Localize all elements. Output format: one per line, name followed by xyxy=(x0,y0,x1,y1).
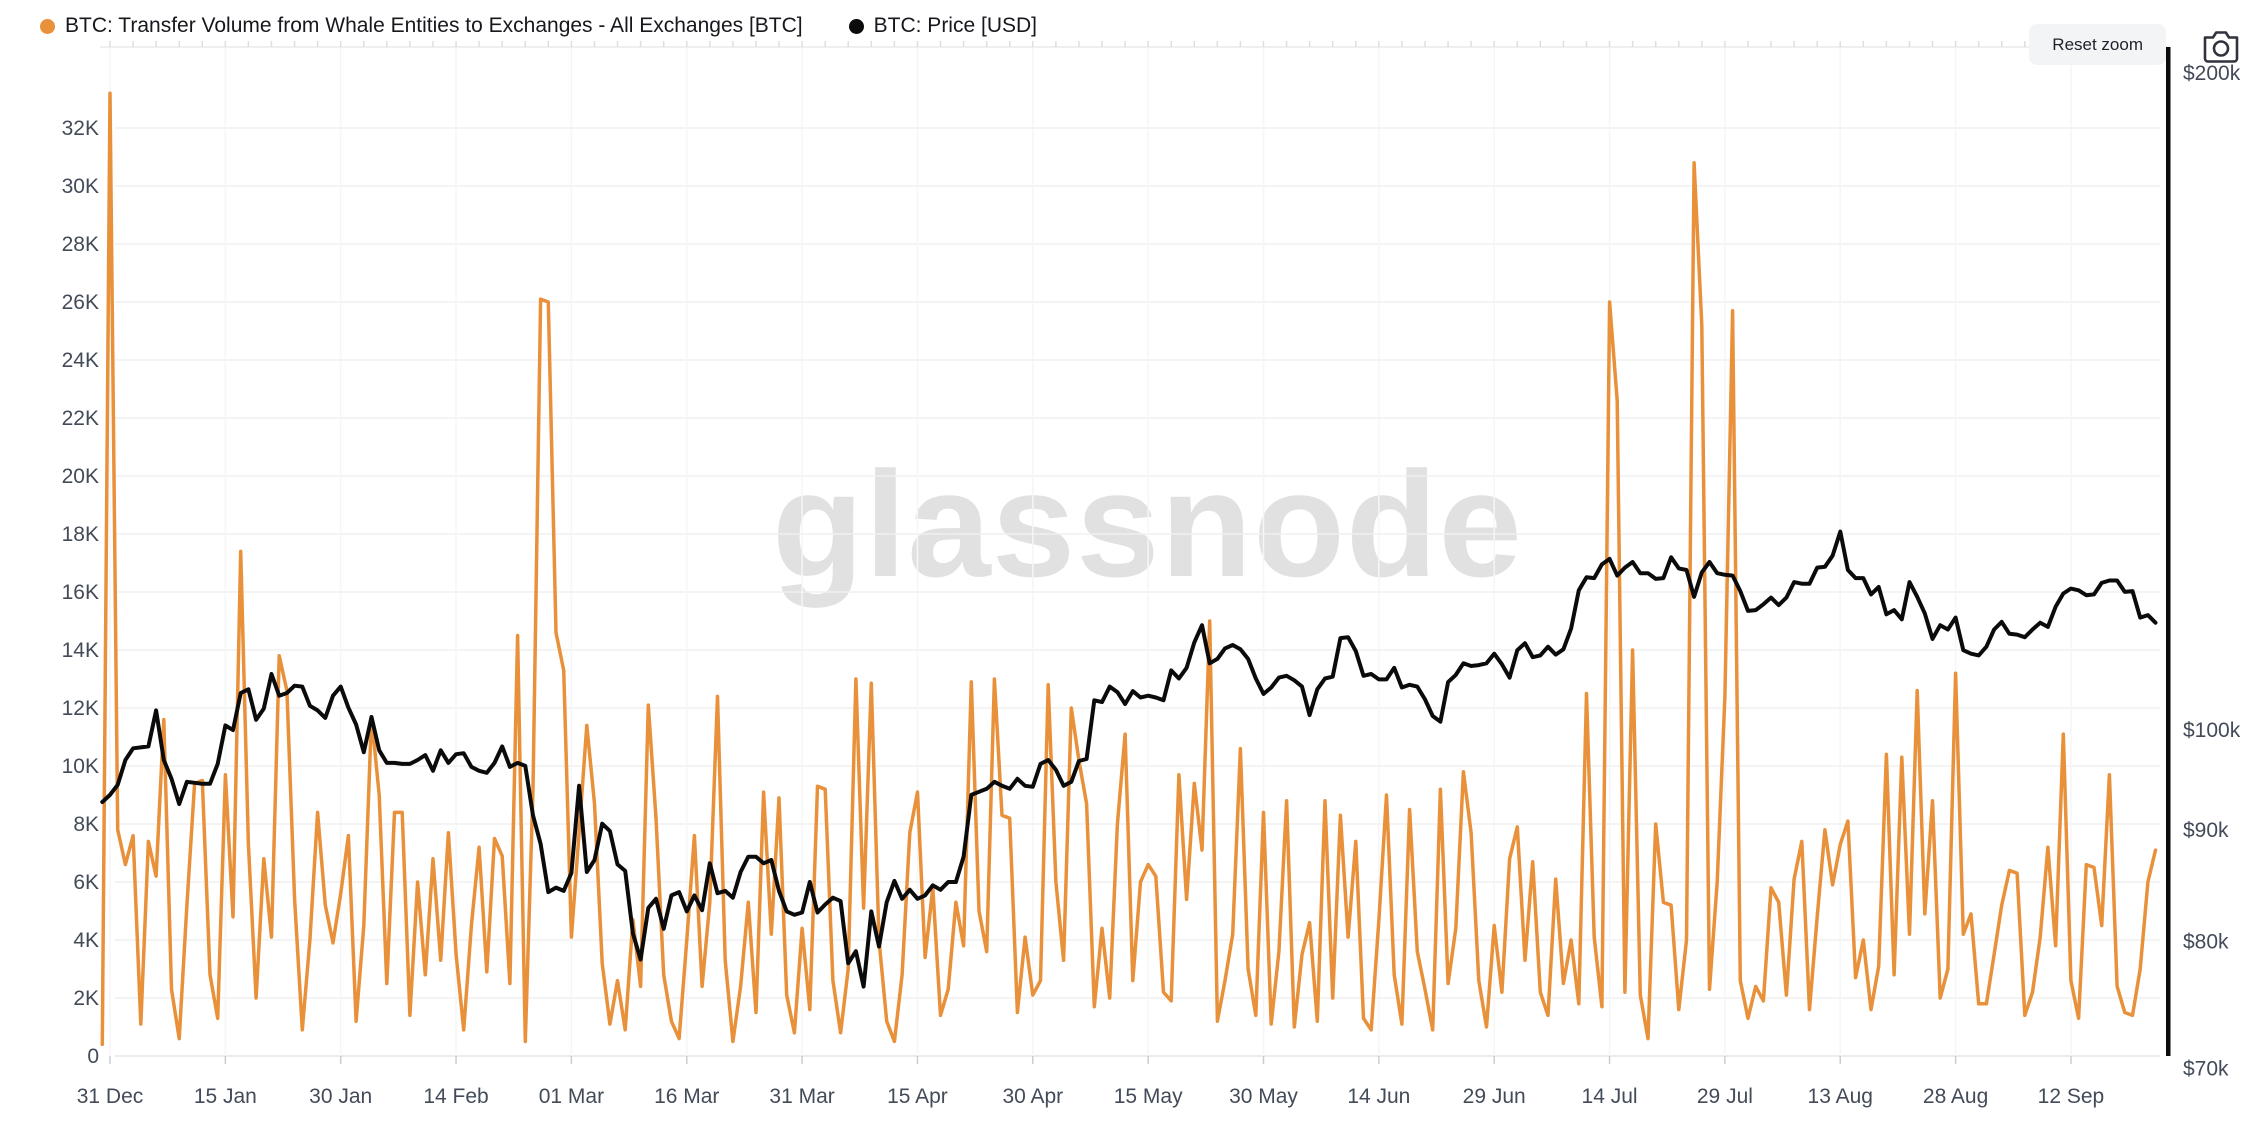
legend: BTC: Transfer Volume from Whale Entities… xyxy=(40,14,1037,38)
legend-item-btc-price[interactable]: BTC: Price [USD] xyxy=(848,14,1037,38)
x-axis-tick-label: 28 Aug xyxy=(1923,1085,1988,1108)
right-axis-tick-label: $90k xyxy=(2183,819,2229,842)
left-axis-tick-label: 4K xyxy=(73,929,99,952)
x-axis-tick-label: 14 Feb xyxy=(423,1085,488,1108)
glassnode-watermark: glassnode xyxy=(772,440,1523,608)
right-axis-tick-label: $70k xyxy=(2183,1057,2229,1080)
x-axis-tick-label: 15 Jan xyxy=(194,1085,257,1108)
whale-transfer-volume-line xyxy=(100,91,2158,1047)
left-axis-tick-label: 28K xyxy=(62,233,99,256)
left-axis-tick-label: 10K xyxy=(62,755,99,778)
x-axis-tick-label: 12 Sep xyxy=(2038,1085,2105,1108)
x-axis-tick-label: 29 Jun xyxy=(1463,1085,1526,1108)
reset-zoom-button[interactable]: Reset zoom xyxy=(2029,24,2166,65)
legend-item-whale-transfer-volume[interactable]: BTC: Transfer Volume from Whale Entities… xyxy=(40,14,803,38)
right-axis-tick-label: $200k xyxy=(2183,62,2241,85)
legend-dot xyxy=(40,18,55,34)
left-axis-tick-label: 30K xyxy=(62,175,99,198)
left-axis-tick-label: 14K xyxy=(62,639,99,662)
x-axis-tick-label: 30 Jan xyxy=(309,1085,372,1108)
chart-header: BTC: Transfer Volume from Whale Entities… xyxy=(0,0,2261,72)
left-axis-tick-label: 20K xyxy=(62,465,99,488)
x-axis-tick-label: 29 Jul xyxy=(1697,1085,1753,1108)
x-axis-tick-label: 14 Jul xyxy=(1582,1085,1638,1108)
left-axis-tick-label: 0 xyxy=(87,1045,99,1068)
right-axis-bar xyxy=(2166,47,2171,1056)
legend-dot xyxy=(848,18,864,34)
left-axis-tick-label: 26K xyxy=(62,291,99,314)
x-axis-tick-label: 16 Mar xyxy=(654,1085,719,1108)
x-axis-tick-label: 30 May xyxy=(1229,1085,1298,1108)
camera-icon xyxy=(2203,31,2239,63)
left-axis-tick-label: 12K xyxy=(62,697,99,720)
x-axis-tick-label: 31 Dec xyxy=(77,1085,144,1108)
left-axis-tick-label: 6K xyxy=(73,871,99,894)
left-axis-tick-label: 32K xyxy=(62,117,99,140)
left-axis-tick-label: 16K xyxy=(62,581,99,604)
x-axis-tick-label: 01 Mar xyxy=(539,1085,604,1108)
right-axis-tick-label: $80k xyxy=(2183,931,2229,954)
x-axis-tick-label: 14 Jun xyxy=(1347,1085,1410,1108)
right-axis-tick-label: $100k xyxy=(2183,719,2241,742)
left-axis-tick-label: 2K xyxy=(73,987,99,1010)
left-axis-tick-label: 22K xyxy=(62,407,99,430)
btc-price-line xyxy=(100,529,2158,989)
left-axis-tick-label: 24K xyxy=(62,349,99,372)
x-axis-tick-label: 30 Apr xyxy=(1002,1085,1063,1108)
legend-label: BTC: Transfer Volume from Whale Entities… xyxy=(65,14,803,37)
legend-label: BTC: Price [USD] xyxy=(873,14,1037,37)
camera-button[interactable] xyxy=(2202,29,2240,65)
x-axis-tick-label: 15 May xyxy=(1114,1085,1183,1108)
x-axis-tick-label: 13 Aug xyxy=(1808,1085,1873,1108)
left-axis-tick-label: 8K xyxy=(73,813,99,836)
left-axis-tick-label: 18K xyxy=(62,523,99,546)
x-axis-tick-label: 15 Apr xyxy=(887,1085,948,1108)
x-axis-tick-label: 31 Mar xyxy=(769,1085,834,1108)
